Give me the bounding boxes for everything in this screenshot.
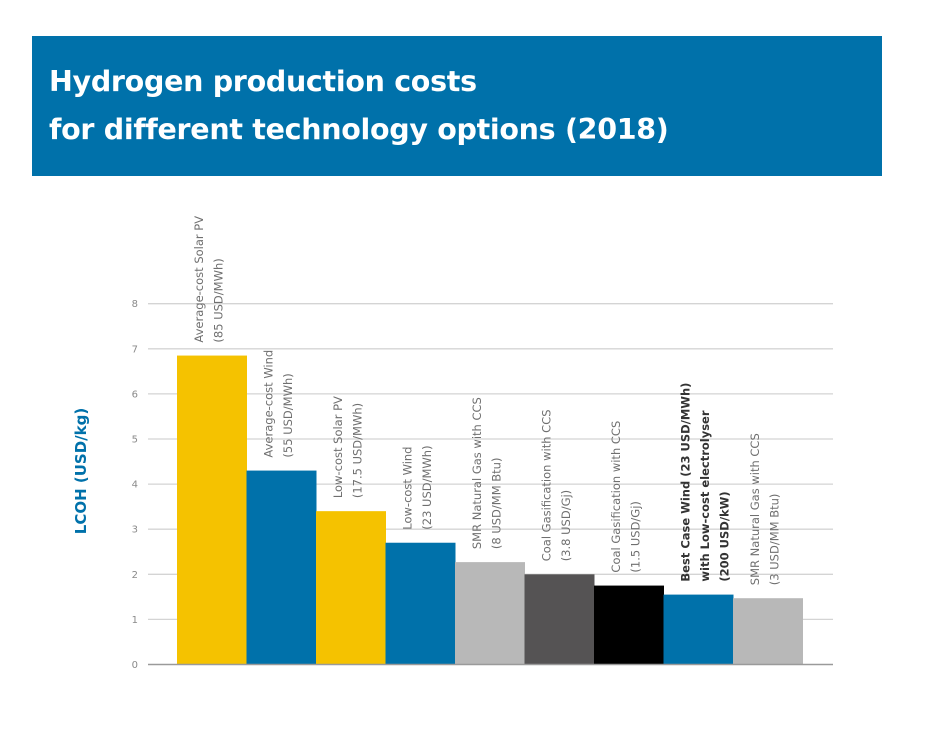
bar (594, 585, 664, 665)
category-label: SMR Natural Gas with CCS (8 USD/MM Btu) (470, 397, 504, 549)
y-tick-label: 1 (132, 615, 138, 626)
y-tick-label: 7 (132, 344, 138, 355)
chart-title: Hydrogen production costs for different … (49, 58, 669, 154)
category-label-line: (3.8 USD/Gj) (559, 490, 573, 561)
y-tick-label: 0 (132, 660, 138, 671)
category-label-line: (8 USD/MM Btu) (490, 458, 504, 550)
bars (177, 355, 803, 665)
category-label-line: Average-cost Solar PV (192, 216, 206, 343)
category-label: Average-cost Wind (55 USD/MWh) (262, 350, 296, 458)
y-tick-label: 5 (132, 435, 138, 446)
y-tick-label: 2 (132, 570, 138, 581)
category-label-line: with Low-cost electrolyser (698, 410, 712, 581)
bar (733, 598, 803, 665)
bar (246, 470, 317, 665)
category-label-line: (17.5 USD/MWh) (351, 403, 365, 498)
y-tick-label: 8 (132, 299, 138, 310)
category-label-line: (3 USD/MM Btu) (768, 494, 782, 586)
y-axis-ticks: 0 1 2 3 4 5 6 7 8 (132, 299, 138, 671)
bar (455, 562, 525, 665)
category-label-line: Coal Gasification with CCS (609, 421, 623, 573)
category-label-line: Coal Gasification with CCS (540, 409, 554, 561)
y-axis-label: LCOH (USD/kg) (72, 408, 90, 534)
category-label: Low-cost Solar PV (17.5 USD/MWh) (331, 396, 365, 498)
chart-title-line-2: for different technology options (2018) (49, 113, 669, 146)
category-label-line: SMR Natural Gas with CCS (470, 397, 484, 549)
category-label: Coal Gasification with CCS (1.5 USD/Gj) (609, 421, 643, 573)
bar (316, 511, 386, 665)
bar (663, 594, 734, 665)
chart-title-line-1: Hydrogen production costs (49, 65, 477, 98)
category-label: Best Case Wind (23 USD/MWh) with Low-cost… (679, 383, 732, 582)
y-tick-label: 6 (132, 389, 138, 400)
bar (385, 542, 456, 665)
category-label-line: (85 USD/MWh) (212, 258, 226, 342)
category-label-line: (23 USD/MWh) (420, 445, 434, 529)
category-label-line: (55 USD/MWh) (281, 373, 295, 457)
category-label: Low-cost Wind (23 USD/MWh) (401, 445, 435, 529)
bar (524, 574, 595, 665)
title-banner: Hydrogen production costs for different … (32, 36, 882, 176)
category-label: Coal Gasification with CCS (3.8 USD/Gj) (540, 409, 574, 561)
category-label-line: Best Case Wind (23 USD/MWh) (679, 383, 693, 582)
category-label-line: Average-cost Wind (262, 350, 276, 458)
category-label-line: (1.5 USD/Gj) (629, 501, 643, 572)
category-label: Average-cost Solar PV (85 USD/MWh) (192, 216, 226, 343)
y-tick-label: 3 (132, 525, 138, 536)
y-tick-label: 4 (132, 480, 138, 491)
category-label-line: (200 USD/kW) (718, 491, 732, 581)
category-label-line: Low-cost Wind (401, 447, 415, 530)
category-labels: Average-cost Solar PV (85 USD/MWh)Average… (192, 216, 782, 585)
category-label: SMR Natural Gas with CCS (3 USD/MM Btu) (748, 433, 782, 585)
category-label-line: SMR Natural Gas with CCS (748, 433, 762, 585)
category-label-line: Low-cost Solar PV (331, 396, 345, 498)
bar (177, 355, 247, 665)
